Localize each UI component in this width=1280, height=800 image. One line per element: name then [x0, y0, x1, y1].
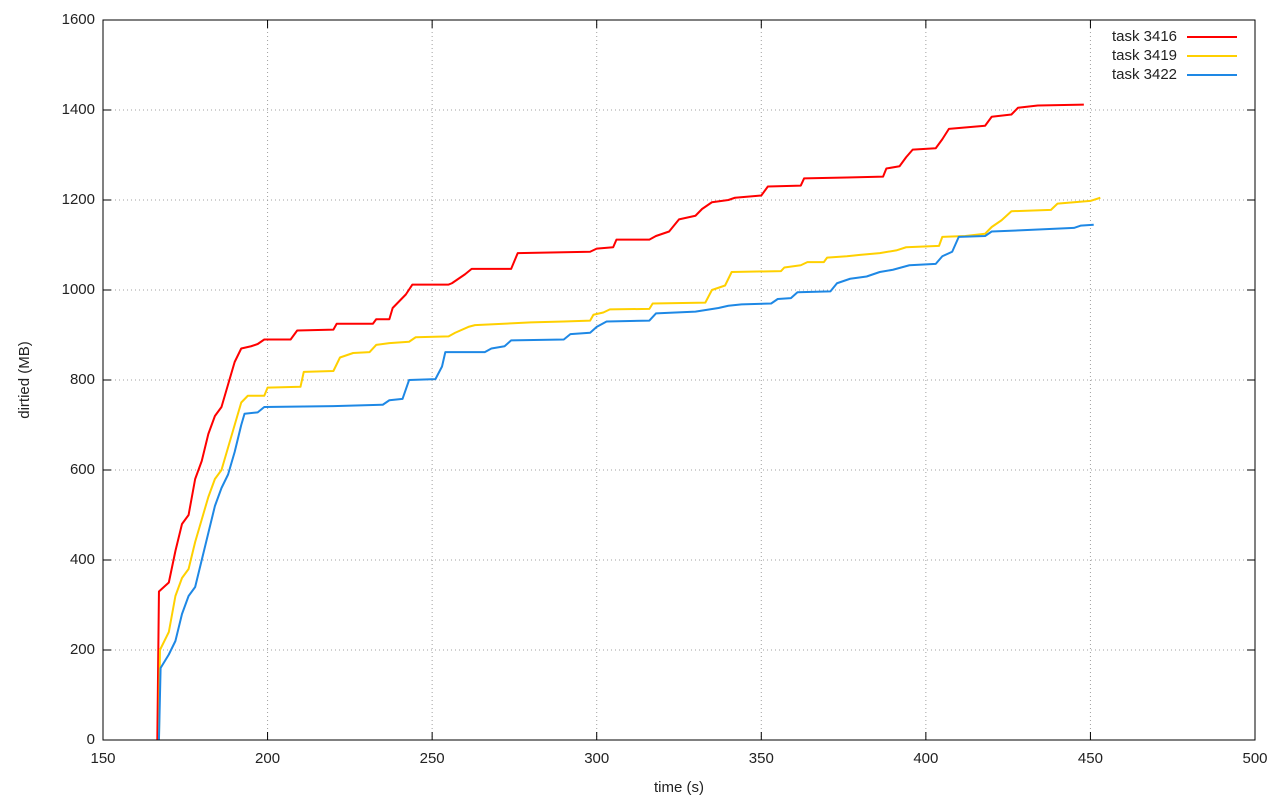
x-tick-label: 200 [255, 750, 280, 767]
plot-lines [156, 103, 1101, 741]
series-line [156, 103, 1084, 741]
series-line [157, 223, 1094, 741]
y-tick-label: 0 [87, 731, 95, 748]
tick-labels: 0 200 400 600 800 1000 1200 1400 1600 150 200 250 30… [62, 11, 1268, 767]
x-tick-label: 150 [90, 750, 115, 767]
y-tick-label: 600 [70, 461, 95, 478]
x-tick-label: 250 [420, 750, 445, 767]
legend-label: task 3422 [1112, 66, 1177, 83]
x-tick-label: 350 [749, 750, 774, 767]
y-tick-label: 1400 [62, 101, 95, 118]
y-tick-label: 1200 [62, 191, 95, 208]
y-tick-label: 1600 [62, 11, 95, 28]
x-tick-label: 400 [913, 750, 938, 767]
x-tick-label: 500 [1242, 750, 1267, 767]
y-tick-label: 800 [70, 371, 95, 388]
y-tick-label: 400 [70, 551, 95, 568]
legend: task 3416 task 3419 task 3422 [1112, 28, 1237, 83]
y-tick-label: 1000 [62, 281, 95, 298]
x-tick-label: 450 [1078, 750, 1103, 767]
y-tick-label: 200 [70, 641, 95, 658]
legend-label: task 3416 [1112, 28, 1177, 45]
legend-label: task 3419 [1112, 47, 1177, 64]
x-tick-label: 300 [584, 750, 609, 767]
series-line [157, 196, 1101, 741]
y-axis-label: dirtied (MB) [16, 341, 33, 419]
plot-frame [102, 19, 1256, 741]
x-axis-label: time (s) [654, 779, 704, 796]
